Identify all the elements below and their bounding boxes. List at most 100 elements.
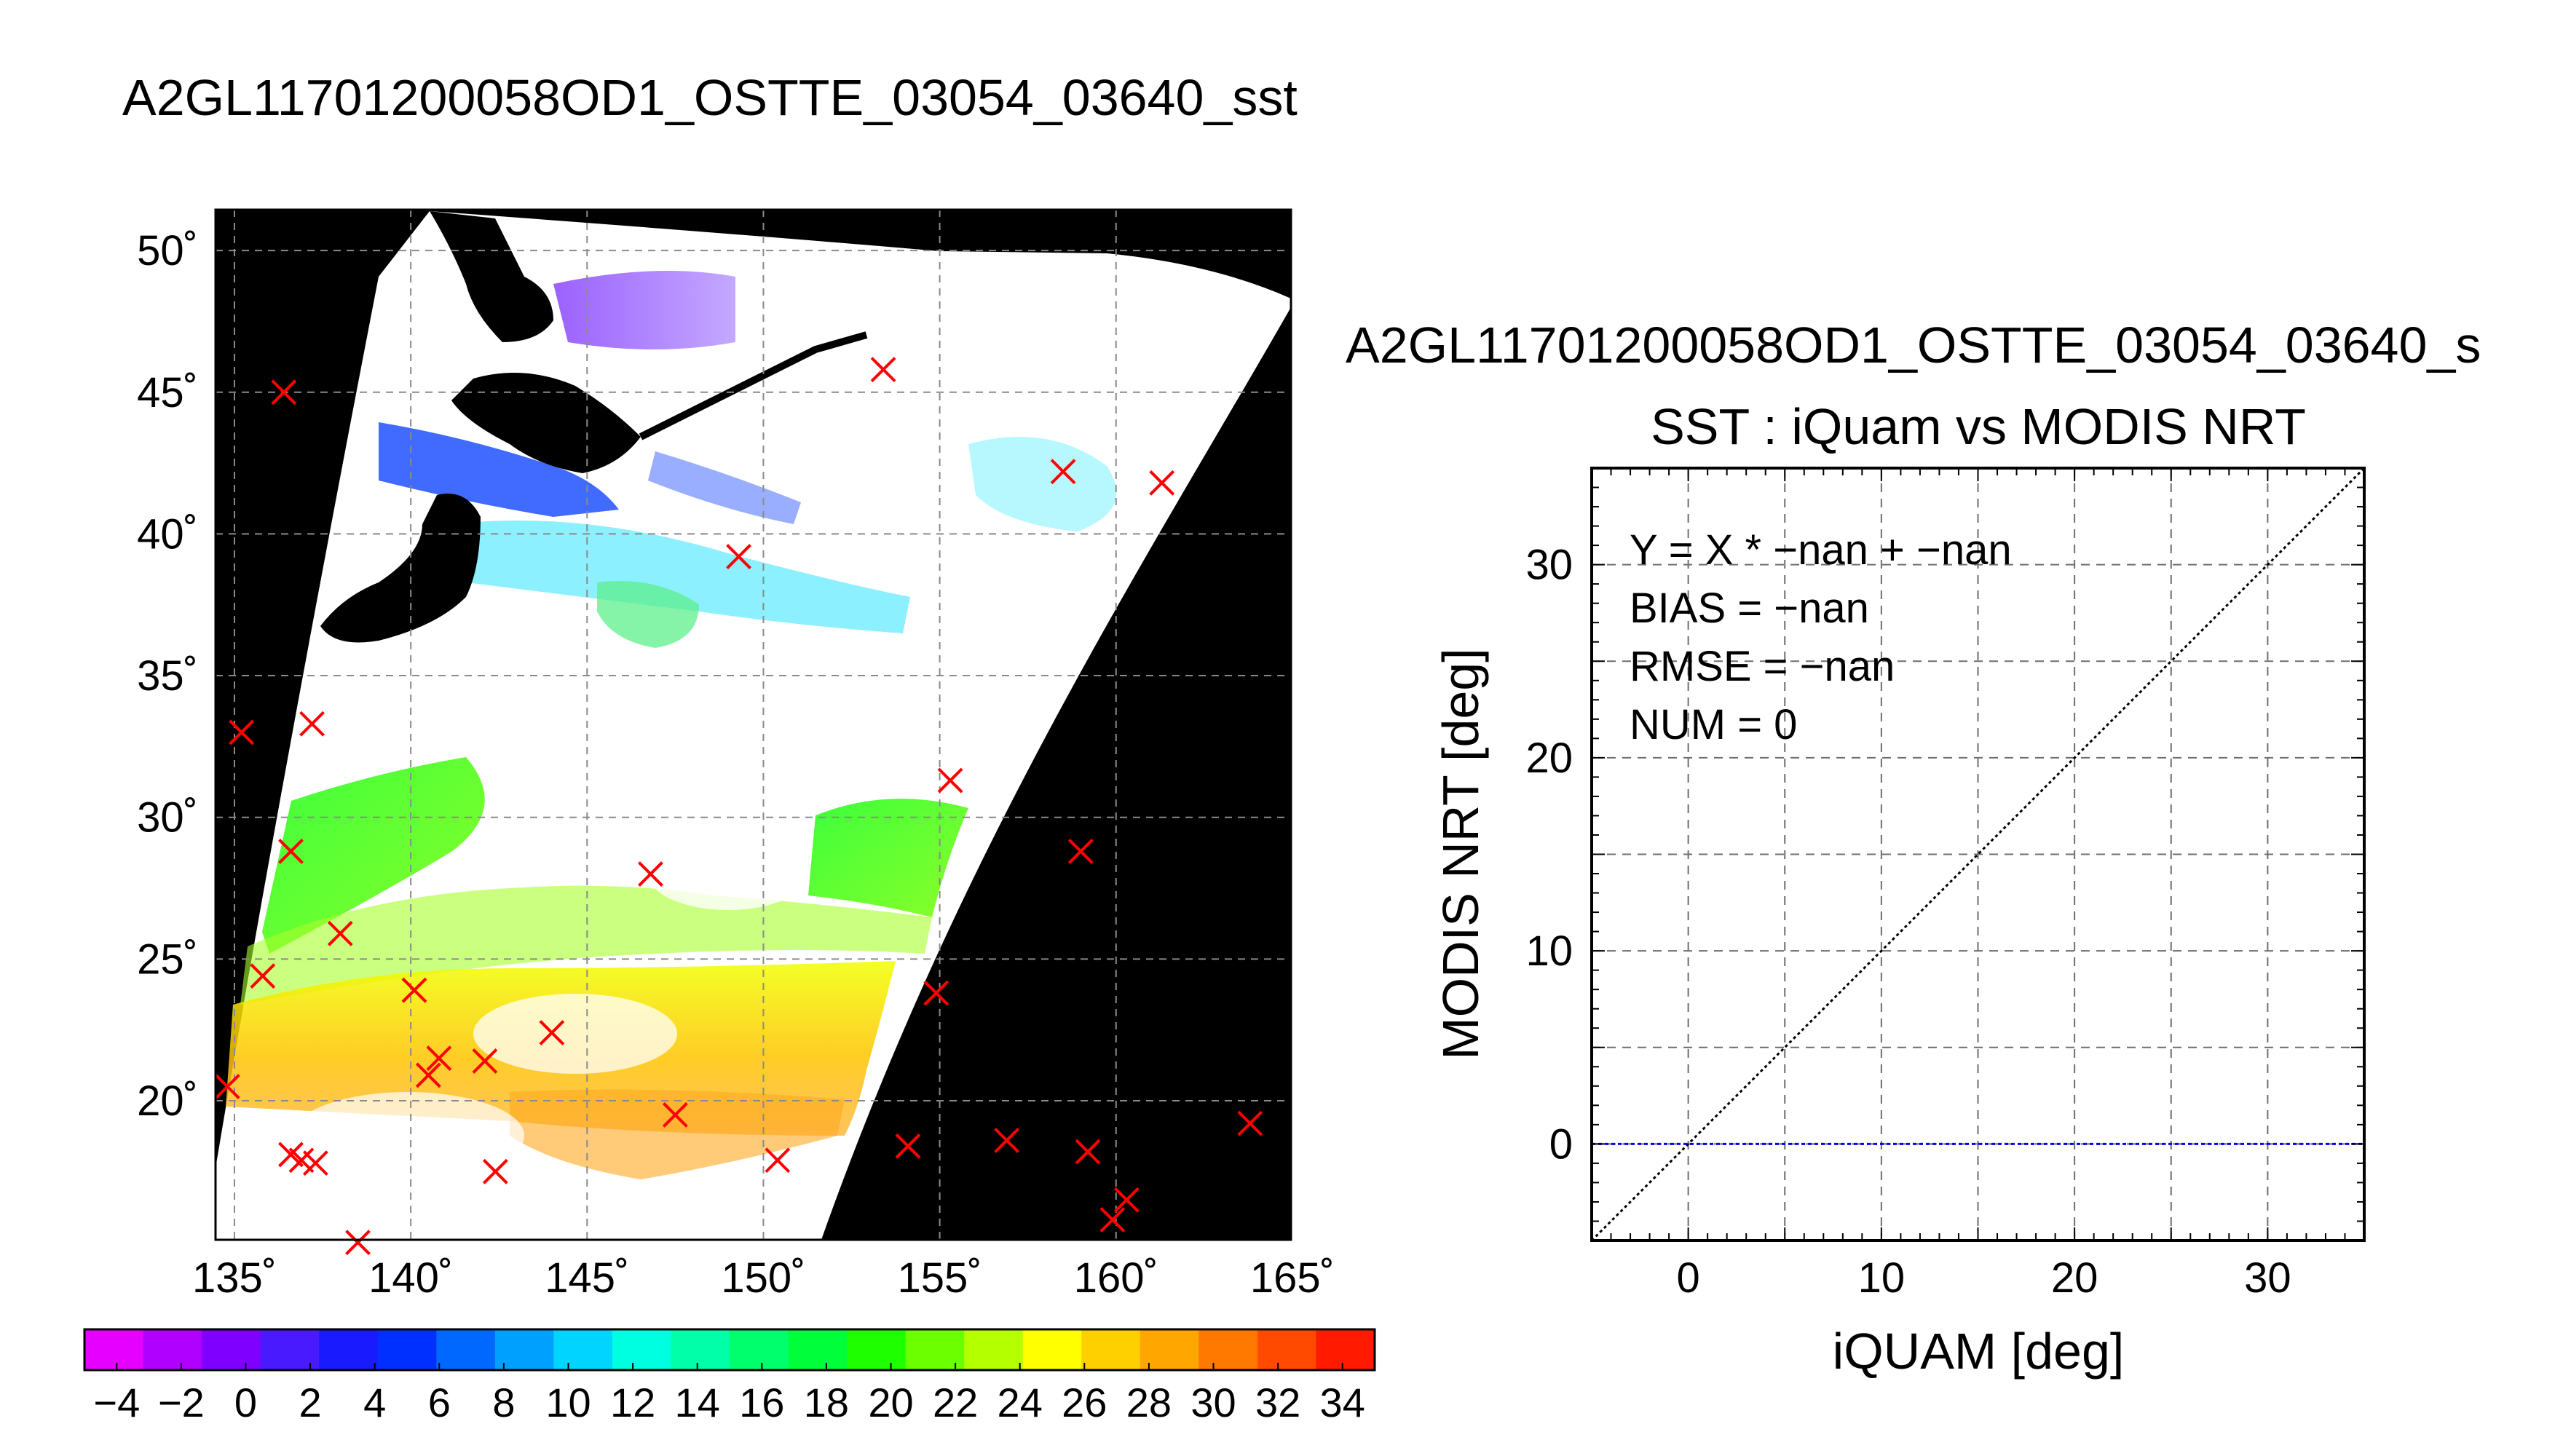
map-marker-stroke [662, 1102, 688, 1128]
map-marker-stroke [870, 357, 896, 383]
colorbar-cell [1022, 1329, 1083, 1370]
colorbar-tick-label: 6 [428, 1380, 451, 1425]
map-marker-stroke [1113, 1187, 1140, 1213]
map-marker-x [937, 767, 963, 794]
map-marker-x [299, 711, 325, 737]
map-marker-x [994, 1128, 1020, 1153]
colorbar-cell [377, 1329, 438, 1370]
scatter-x-tick-label: 20 [2051, 1254, 2098, 1302]
colorbar-tick-label: 28 [1126, 1380, 1172, 1425]
colorbar-tick-label: −4 [93, 1380, 140, 1425]
map-x-tick-label: 155˚ [898, 1254, 982, 1302]
map-marker-stroke [271, 379, 297, 405]
colorbar-cells [84, 1329, 1375, 1370]
sst-band-purple [553, 271, 735, 349]
colorbar-tick-label: 14 [675, 1380, 720, 1425]
map-marker-stroke [1050, 459, 1076, 485]
map-marker-x [472, 1048, 498, 1074]
map-marker-stroke [214, 1074, 240, 1099]
map-marker-x [539, 1020, 565, 1045]
map-marker-stroke [401, 977, 427, 1003]
cloud-patch [648, 837, 808, 910]
colorbar-cell [788, 1329, 848, 1370]
map-marker-stroke [1099, 1207, 1126, 1233]
kuril-chain [639, 331, 868, 440]
colorbar-tick-label: 8 [492, 1380, 515, 1425]
map-marker-stroke [250, 963, 276, 989]
colorbar-cell [1316, 1329, 1375, 1370]
map-y-tick-labels: 20˚ 25˚ 30˚ 35˚ 40˚ 45˚ 50˚ [137, 227, 198, 1125]
map-marker-stroke [327, 920, 353, 946]
map-marker-x [1075, 1139, 1101, 1165]
scatter-y-axis-label: MODIS NRT [deg] [1432, 648, 1489, 1059]
scatter-gridlines [1592, 468, 2364, 1241]
map-marker-stroke [638, 861, 663, 887]
colorbar-cell [964, 1329, 1024, 1370]
stats-bias: BIAS = −nan [1630, 585, 1869, 632]
scatter-y-tick-label: 30 [1525, 542, 1573, 589]
map-x-tick-label: 140˚ [368, 1254, 453, 1302]
map-marker-stroke [278, 839, 304, 864]
scatter-panel: A2GL11701200058OD1_OSTTE_03054_03640_s S… [1346, 317, 2481, 1380]
map-marker-x [1113, 1187, 1140, 1213]
sst-band-cyan [451, 521, 910, 633]
colorbar-cell [84, 1329, 144, 1370]
sst-band-blue-east [648, 451, 801, 524]
colorbar-tick-label: 2 [299, 1380, 322, 1425]
colorbar-cell [436, 1329, 496, 1370]
colorbar: −4 −2 0 2 4 6 8 10 12 14 16 18 20 22 24 26 28 30 32 34 [83, 1328, 1376, 1425]
scatter-x-tick-label: 0 [1676, 1254, 1699, 1302]
map-marker-x [765, 1147, 791, 1174]
map-marker-stroke [539, 1020, 565, 1045]
map-marker-x [1067, 839, 1094, 864]
map-marker-stroke [765, 1147, 791, 1174]
map-marker-x [345, 1230, 371, 1256]
map-marker-x [214, 1074, 240, 1099]
map-x-tick-label: 135˚ [192, 1254, 277, 1302]
scatter-title: A2GL11701200058OD1_OSTTE_03054_03640_s [1346, 317, 2481, 373]
scatter-stats: Y = X * −nan + −nan BIAS = −nan RMSE = −… [1630, 526, 2012, 748]
landmass-hokkaido [451, 373, 641, 473]
map-marker-stroke [288, 1147, 315, 1174]
map-marker-stroke [1237, 1110, 1263, 1136]
map-marker-stroke [299, 711, 325, 737]
colorbar-cell [202, 1329, 261, 1370]
scatter-x-tick-label: 30 [2244, 1254, 2291, 1302]
map-marker-x [726, 544, 751, 569]
map-marker-x [401, 977, 427, 1003]
map-marker-stroke [923, 980, 949, 1006]
colorbar-cell [319, 1329, 379, 1370]
colorbar-cell [847, 1329, 907, 1370]
colorbar-tick-label: 24 [998, 1380, 1043, 1425]
map-marker-stroke [415, 1062, 441, 1088]
map-marker-x [426, 1045, 452, 1072]
map-marker-x [870, 357, 896, 383]
scatter-x-tick-label: 10 [1858, 1254, 1906, 1302]
colorbar-cell [612, 1329, 672, 1370]
colorbar-tick-label: 0 [234, 1380, 257, 1425]
map-x-tick-label: 145˚ [545, 1254, 629, 1302]
stats-fit-line: Y = X * −nan + −nan [1630, 526, 2012, 574]
map-marker-x [327, 920, 353, 946]
map-x-tick-label: 150˚ [721, 1254, 805, 1302]
map-marker-stroke [1149, 470, 1175, 496]
map-marker-x [1099, 1207, 1126, 1233]
map-markers [214, 357, 1263, 1256]
sst-band-orange [510, 1089, 845, 1179]
map-gridlines [216, 210, 1291, 1240]
colorbar-cell [1081, 1329, 1141, 1370]
scatter-y-tick-label: 10 [1525, 927, 1573, 975]
map-marker-stroke [472, 1048, 498, 1074]
map-marker-stroke [1075, 1139, 1101, 1165]
colorbar-tick-label: 30 [1190, 1380, 1236, 1425]
map-marker-stroke [994, 1128, 1020, 1153]
colorbar-tick-label: 26 [1062, 1380, 1107, 1425]
map-marker-stroke [302, 1150, 328, 1176]
map-y-tick-label: 45˚ [137, 369, 198, 416]
map-marker-x [229, 719, 255, 745]
colorbar-cell [730, 1329, 789, 1370]
sst-band-green [262, 757, 485, 954]
colorbar-cell [671, 1329, 730, 1370]
stats-num: NUM = 0 [1630, 701, 1797, 748]
